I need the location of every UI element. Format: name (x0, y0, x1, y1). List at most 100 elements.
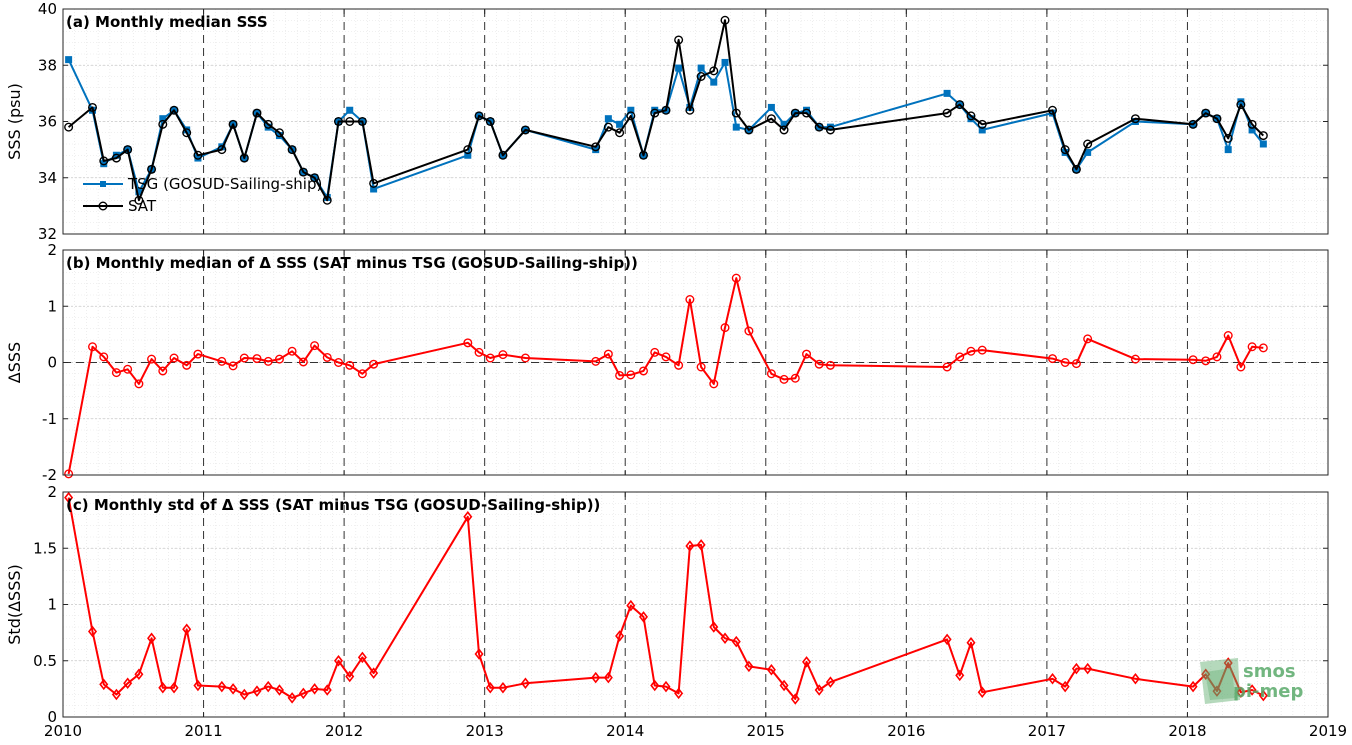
data-point (744, 660, 754, 673)
data-point (661, 680, 671, 693)
data-point (1188, 355, 1198, 365)
data-point (766, 369, 776, 379)
panel-a-sss: 32 34 36 38 40 SSS (psu) (a) Monthly median SS… (5, 0, 1329, 243)
data-point (1223, 657, 1233, 669)
logo-map-shape (1200, 658, 1240, 704)
data-point (779, 679, 789, 692)
data-point (182, 623, 192, 636)
y-tick-label: -1 (42, 410, 57, 428)
data-point (111, 688, 121, 701)
data-point (263, 680, 273, 693)
data-point (159, 115, 167, 123)
data-point (1071, 164, 1081, 174)
data-point (464, 151, 472, 159)
data-point (615, 370, 625, 380)
data-point (169, 105, 179, 115)
data-point (193, 679, 203, 692)
data-point (650, 347, 660, 357)
data-point (942, 108, 952, 118)
data-point (88, 625, 98, 638)
data-point (474, 347, 484, 357)
data-point (228, 361, 238, 371)
data-point (369, 359, 379, 369)
data-point (1060, 145, 1070, 155)
data-point (1223, 331, 1233, 341)
data-point (520, 677, 530, 690)
data-point (520, 353, 530, 363)
data-point (474, 111, 484, 121)
data-point (345, 360, 355, 370)
y-tick-label: 1 (47, 596, 57, 614)
data-point (696, 71, 706, 81)
data-point (1201, 668, 1211, 681)
data-point (182, 128, 192, 138)
data-point (825, 360, 835, 370)
y-axis-label: SSS (psu) (5, 83, 24, 160)
x-tick-label: 2011 (184, 722, 222, 740)
data-point (1236, 100, 1246, 110)
data-point (252, 108, 262, 118)
data-point (955, 352, 965, 362)
data-point (485, 116, 495, 126)
data-point (696, 362, 706, 372)
data-point (627, 106, 635, 114)
data-point (333, 654, 344, 667)
data-point (298, 687, 308, 700)
data-point (766, 663, 776, 676)
y-axis-label: Std(ΔSSS) (5, 564, 24, 644)
data-point (111, 153, 121, 163)
x-tick-label: 2012 (325, 722, 363, 740)
data-point (158, 366, 168, 376)
y-tick-label: 1 (47, 297, 57, 315)
data-point (720, 323, 730, 333)
data-point (685, 540, 695, 552)
data-point (346, 106, 354, 114)
data-point (147, 354, 157, 364)
data-point (709, 379, 719, 389)
data-point (616, 120, 624, 128)
data-point (123, 677, 133, 690)
data-point (1083, 662, 1093, 675)
x-tick-label: 2014 (606, 722, 644, 740)
legend-marker (100, 181, 106, 187)
data-point (790, 693, 800, 705)
data-point (357, 116, 367, 126)
data-point (1212, 685, 1222, 697)
data-point (158, 681, 168, 694)
data-point (744, 125, 754, 135)
x-tick-label: 2016 (887, 722, 925, 740)
data-point (310, 341, 320, 351)
data-point (463, 338, 473, 348)
data-point (228, 683, 238, 695)
data-point (650, 108, 660, 118)
data-point (64, 491, 74, 504)
data-point (674, 687, 684, 700)
y-tick-label: 0 (47, 354, 57, 372)
data-point (111, 368, 121, 378)
data-point (1258, 131, 1268, 141)
y-tick-label: 34 (38, 169, 57, 187)
data-point (709, 621, 719, 633)
data-point (626, 599, 636, 612)
data-point (147, 632, 157, 645)
data-point (675, 64, 683, 72)
data-point (298, 167, 308, 177)
data-point (978, 126, 986, 134)
data-point (977, 119, 987, 129)
logo-text-line2: pi-mep (1233, 681, 1303, 702)
data-point (767, 103, 775, 111)
data-point (638, 611, 649, 623)
data-point (217, 356, 227, 366)
legend-marker (98, 201, 108, 211)
data-point (322, 352, 332, 362)
data-point (732, 123, 740, 131)
y-tick-label: 36 (38, 113, 57, 131)
x-tick-label: 2018 (1168, 722, 1206, 740)
data-point (498, 350, 508, 360)
panel-b-delta-sss: -2 -1 0 1 2 ΔSSS (b) Monthly median of Δ SSS (… (5, 241, 1329, 484)
x-tick-label: 2019 (1309, 722, 1347, 740)
data-point (1048, 354, 1058, 364)
series-0 (64, 273, 1268, 479)
data-point (88, 342, 98, 352)
